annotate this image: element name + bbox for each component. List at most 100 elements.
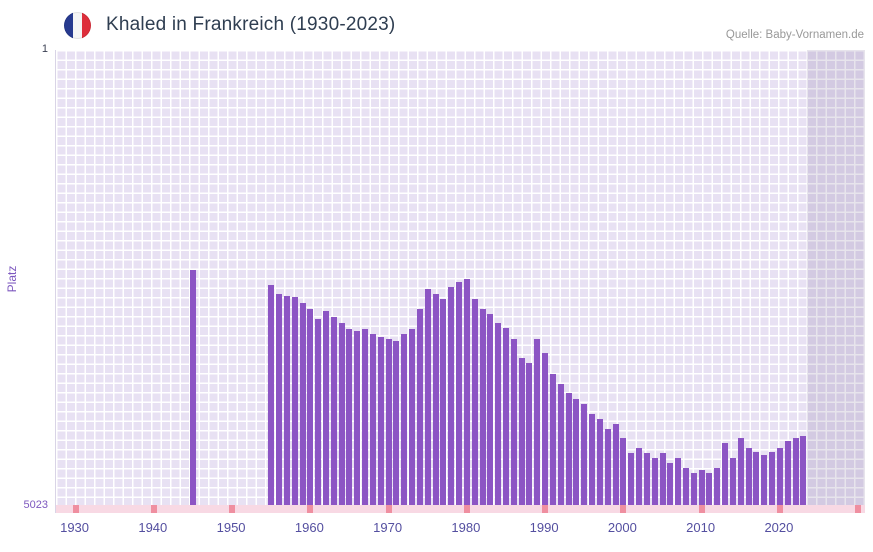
bar-1964[interactable]: [338, 322, 345, 505]
no-data-band: [56, 505, 865, 513]
bar-1960[interactable]: [307, 309, 314, 505]
bar-1988[interactable]: [526, 362, 533, 505]
bar-1965[interactable]: [346, 328, 353, 505]
x-axis-label-1930: 1930: [60, 520, 90, 535]
bar-1973[interactable]: [409, 328, 416, 505]
decade-tick-1970: [385, 505, 392, 513]
bar-2007[interactable]: [675, 458, 682, 505]
chart-header: Khaled in Frankreich (1930-2023): [64, 8, 395, 42]
bar-2021[interactable]: [784, 440, 791, 505]
bar-2005[interactable]: [659, 453, 666, 505]
future-shade-region: [807, 50, 865, 513]
x-axis-label-2010: 2010: [686, 520, 716, 535]
bar-1992[interactable]: [557, 383, 564, 505]
bar-2019[interactable]: [769, 451, 776, 505]
bar-1974[interactable]: [416, 309, 423, 505]
bar-2013[interactable]: [722, 442, 729, 505]
bar-1986[interactable]: [510, 338, 517, 505]
decade-tick-1930: [72, 505, 79, 513]
bar-1983[interactable]: [487, 314, 494, 505]
bar-1987[interactable]: [518, 357, 525, 505]
bar-1962[interactable]: [322, 310, 329, 505]
x-axis-label-1960: 1960: [294, 520, 324, 535]
bar-2001[interactable]: [628, 453, 635, 505]
bar-1993[interactable]: [565, 392, 572, 505]
bar-2002[interactable]: [636, 448, 643, 505]
bar-1966[interactable]: [354, 330, 361, 505]
x-axis-labels: 1930 1940 1950 1960 1970 1980 1990 2000 2010 2020: [55, 520, 865, 538]
bar-1959[interactable]: [299, 302, 306, 505]
bar-1985[interactable]: [502, 328, 509, 505]
bar-1945[interactable]: [189, 270, 196, 505]
bar-1977[interactable]: [440, 299, 447, 505]
x-axis-label-1990: 1990: [529, 520, 559, 535]
x-axis-label-2000: 2000: [607, 520, 637, 535]
bar-2009[interactable]: [690, 473, 697, 505]
bar-1978[interactable]: [448, 286, 455, 505]
bar-2020[interactable]: [776, 448, 783, 505]
bar-1975[interactable]: [424, 289, 431, 505]
bar-1984[interactable]: [495, 322, 502, 505]
plot-area[interactable]: [55, 50, 865, 513]
bar-2012[interactable]: [714, 468, 721, 505]
bar-1990[interactable]: [542, 352, 549, 505]
bar-2003[interactable]: [643, 453, 650, 505]
bar-2017[interactable]: [753, 451, 760, 505]
bar-2018[interactable]: [761, 454, 768, 505]
bar-1991[interactable]: [549, 373, 556, 505]
bar-1976[interactable]: [432, 293, 439, 505]
bar-1969[interactable]: [377, 336, 384, 505]
bar-2015[interactable]: [737, 437, 744, 505]
x-axis-label-1950: 1950: [216, 520, 246, 535]
france-flag-icon: [64, 11, 91, 39]
bar-1970[interactable]: [385, 338, 392, 505]
bar-2011[interactable]: [706, 473, 713, 505]
y-axis-max-label: 1: [41, 43, 48, 55]
bar-1956[interactable]: [276, 293, 283, 505]
decade-tick-1960: [307, 505, 314, 513]
bar-1981[interactable]: [471, 299, 478, 505]
bar-2016[interactable]: [745, 448, 752, 505]
bar-1955[interactable]: [268, 285, 275, 505]
bar-1971[interactable]: [393, 340, 400, 505]
decade-tick-2010: [698, 505, 705, 513]
bar-1961[interactable]: [315, 318, 322, 505]
bar-1972[interactable]: [401, 333, 408, 505]
source-credit: Quelle: Baby-Vornamen.de: [725, 29, 864, 41]
bar-1995[interactable]: [581, 403, 588, 505]
bar-2023[interactable]: [800, 435, 807, 505]
bar-2008[interactable]: [682, 468, 689, 505]
decade-tick-2020: [776, 505, 783, 513]
decade-tick-1950: [229, 505, 236, 513]
bar-2022[interactable]: [792, 437, 799, 505]
bar-1957[interactable]: [283, 295, 290, 505]
bar-1994[interactable]: [573, 398, 580, 505]
y-axis-title: Platz: [5, 265, 19, 293]
decade-tick-1980: [463, 505, 470, 513]
bar-1963[interactable]: [330, 317, 337, 505]
bar-1958[interactable]: [291, 296, 298, 505]
bar-1998[interactable]: [604, 429, 611, 505]
decade-tick-1990: [542, 505, 549, 513]
x-axis-label-1940: 1940: [138, 520, 168, 535]
bar-1968[interactable]: [369, 333, 376, 505]
bar-2010[interactable]: [698, 469, 705, 505]
x-axis-label-1980: 1980: [451, 520, 481, 535]
bar-1979[interactable]: [456, 281, 463, 505]
bar-2014[interactable]: [729, 458, 736, 505]
bar-1996[interactable]: [589, 413, 596, 505]
decade-tick-1940: [150, 505, 157, 513]
bar-1989[interactable]: [534, 338, 541, 505]
bar-2004[interactable]: [651, 458, 658, 505]
bar-2000[interactable]: [620, 437, 627, 505]
x-axis-label-1970: 1970: [373, 520, 403, 535]
bar-1999[interactable]: [612, 424, 619, 505]
bar-1980[interactable]: [463, 278, 470, 505]
bar-1997[interactable]: [596, 419, 603, 505]
bar-1967[interactable]: [362, 328, 369, 505]
bar-2006[interactable]: [667, 463, 674, 505]
page-title: Khaled in Frankreich (1930-2023): [106, 14, 396, 35]
bar-1982[interactable]: [479, 309, 486, 505]
decade-tick-2000: [620, 505, 627, 513]
